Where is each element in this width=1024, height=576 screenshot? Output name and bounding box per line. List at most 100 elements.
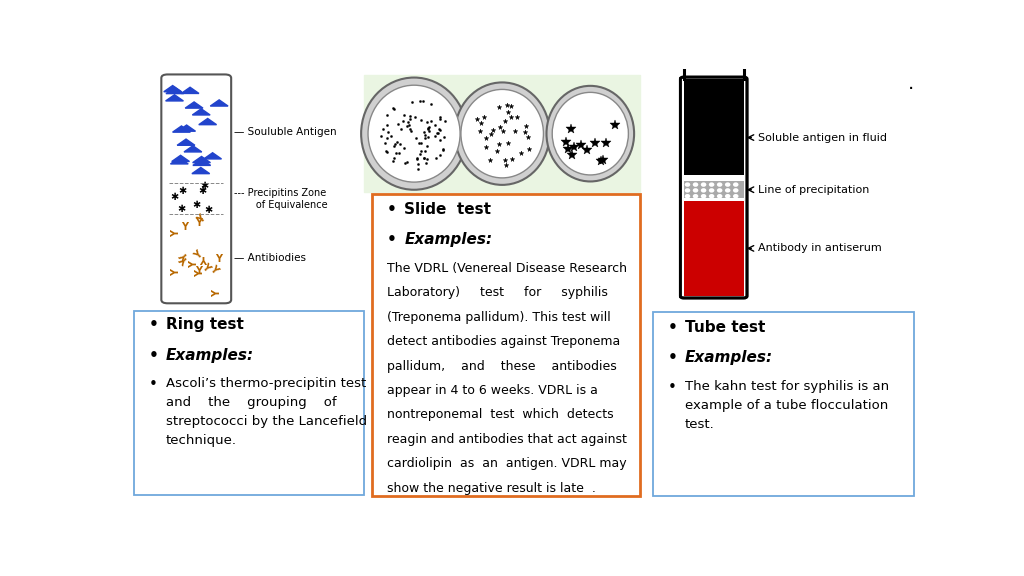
Text: Y: Y	[215, 254, 222, 264]
Text: Y: Y	[196, 213, 208, 225]
Polygon shape	[164, 86, 181, 92]
Text: cardiolipin  as  an  antigen. VDRL may: cardiolipin as an antigen. VDRL may	[387, 457, 627, 470]
Ellipse shape	[693, 188, 698, 192]
Ellipse shape	[361, 78, 467, 190]
Text: detect antibodies against Treponema: detect antibodies against Treponema	[387, 335, 620, 348]
Ellipse shape	[725, 188, 730, 192]
FancyBboxPatch shape	[365, 75, 640, 192]
Text: Y: Y	[212, 290, 222, 297]
Bar	[684, 200, 743, 296]
Text: --- Precipitins Zone
       of Equivalence: --- Precipitins Zone of Equivalence	[234, 188, 328, 210]
Text: •: •	[387, 232, 396, 247]
Text: — Souluble Antigen: — Souluble Antigen	[234, 127, 337, 137]
Polygon shape	[193, 159, 211, 165]
Ellipse shape	[717, 194, 723, 198]
Polygon shape	[193, 157, 210, 162]
FancyBboxPatch shape	[680, 77, 746, 298]
Ellipse shape	[461, 89, 544, 178]
Text: show the negative result is late  .: show the negative result is late .	[387, 482, 596, 495]
Bar	[684, 79, 743, 175]
Ellipse shape	[733, 188, 738, 192]
Text: Y: Y	[179, 253, 191, 266]
Text: Ring test: Ring test	[166, 317, 244, 332]
Text: appear in 4 to 6 weeks. VDRL is a: appear in 4 to 6 weeks. VDRL is a	[387, 384, 598, 397]
Text: Y: Y	[188, 261, 199, 268]
Text: •: •	[148, 348, 159, 363]
FancyBboxPatch shape	[162, 74, 231, 304]
Text: ✱: ✱	[170, 192, 178, 202]
Text: ✱: ✱	[193, 200, 201, 210]
Ellipse shape	[733, 194, 738, 198]
Text: Tube test: Tube test	[685, 320, 766, 335]
Text: Antibody in antiserum: Antibody in antiserum	[758, 244, 882, 253]
Ellipse shape	[552, 92, 629, 175]
Ellipse shape	[547, 86, 634, 181]
Text: •: •	[387, 202, 396, 217]
Text: The VDRL (Venereal Disease Research: The VDRL (Venereal Disease Research	[387, 262, 627, 275]
Text: •: •	[668, 350, 678, 365]
Ellipse shape	[368, 85, 460, 182]
Ellipse shape	[725, 194, 730, 198]
Text: nontreponemal  test  which  detects: nontreponemal test which detects	[387, 408, 613, 422]
Text: Examples:: Examples:	[166, 348, 254, 363]
Text: Y: Y	[201, 253, 208, 263]
Ellipse shape	[685, 188, 690, 192]
Text: — Antibiodies: — Antibiodies	[234, 253, 306, 263]
Text: Y: Y	[171, 230, 181, 237]
Text: Ascoli’s thermo-precipitin test
and    the    grouping    of
streptococci by the: Ascoli’s thermo-precipitin test and the …	[166, 377, 368, 448]
Text: Y: Y	[200, 262, 212, 274]
Text: Slide  test: Slide test	[404, 202, 492, 217]
Ellipse shape	[693, 183, 698, 187]
Text: ✱: ✱	[201, 181, 209, 191]
Text: Examples:: Examples:	[685, 350, 773, 365]
Ellipse shape	[717, 183, 723, 187]
Ellipse shape	[733, 183, 738, 187]
Ellipse shape	[700, 188, 707, 192]
Text: Y: Y	[179, 249, 191, 262]
Polygon shape	[170, 158, 188, 164]
Ellipse shape	[693, 194, 698, 198]
Text: Y: Y	[208, 263, 220, 275]
Text: Y: Y	[193, 249, 204, 262]
Text: •: •	[148, 377, 158, 392]
Polygon shape	[173, 126, 190, 132]
Polygon shape	[184, 146, 202, 152]
Text: •: •	[668, 380, 677, 395]
Text: Line of precipitation: Line of precipitation	[758, 185, 869, 195]
Polygon shape	[185, 102, 203, 108]
Polygon shape	[166, 88, 183, 94]
FancyBboxPatch shape	[653, 312, 913, 496]
Polygon shape	[181, 87, 199, 93]
FancyBboxPatch shape	[373, 194, 640, 496]
Text: The kahn test for syphilis is an
example of a tube flocculation
test.: The kahn test for syphilis is an example…	[685, 380, 889, 431]
Ellipse shape	[709, 188, 715, 192]
Polygon shape	[193, 109, 210, 115]
Polygon shape	[172, 156, 189, 161]
Text: Y: Y	[195, 266, 202, 275]
Ellipse shape	[717, 188, 723, 192]
Polygon shape	[177, 139, 195, 145]
Ellipse shape	[725, 183, 730, 187]
Ellipse shape	[685, 194, 690, 198]
Text: Y: Y	[171, 269, 180, 276]
Text: .: .	[907, 74, 913, 93]
Ellipse shape	[709, 194, 715, 198]
Polygon shape	[191, 168, 210, 173]
Text: ✱: ✱	[204, 206, 212, 215]
Text: ✱: ✱	[177, 204, 185, 214]
Text: Y: Y	[181, 222, 188, 232]
Polygon shape	[178, 125, 196, 131]
Text: Laboratory)     test     for     syphilis: Laboratory) test for syphilis	[387, 286, 607, 300]
Text: ✱: ✱	[198, 186, 206, 196]
Text: •: •	[668, 320, 678, 335]
Polygon shape	[210, 100, 228, 106]
Polygon shape	[199, 119, 216, 124]
Ellipse shape	[700, 183, 707, 187]
Polygon shape	[204, 153, 221, 159]
Text: Y: Y	[195, 270, 205, 277]
FancyBboxPatch shape	[134, 311, 365, 495]
Ellipse shape	[709, 183, 715, 187]
Text: ✱: ✱	[179, 186, 187, 196]
Text: Examples:: Examples:	[404, 232, 493, 247]
Text: pallidum,    and    these    antibodies: pallidum, and these antibodies	[387, 359, 616, 373]
